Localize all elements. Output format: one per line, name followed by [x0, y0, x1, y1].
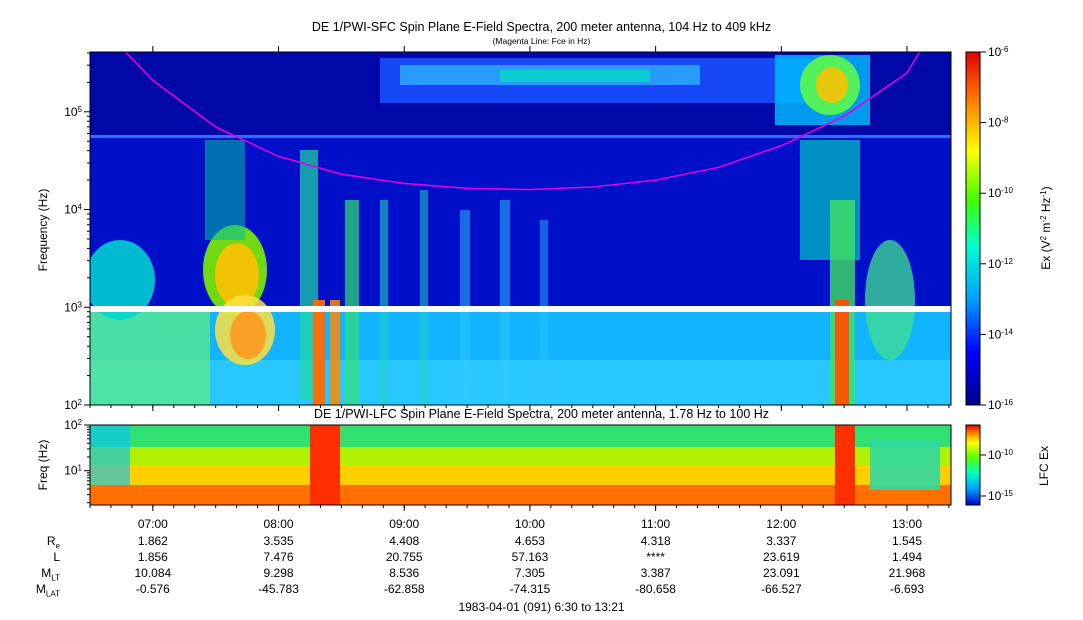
lfc-y-label: Freq (Hz) [36, 440, 50, 491]
time-tick-label: 09:00 [389, 517, 420, 531]
sfc-y-label: Frequency (Hz) [36, 189, 50, 272]
ephemeris-value: -0.576 [135, 582, 170, 596]
time-tick-label: 11:00 [641, 517, 671, 531]
sfc-y-tick-label: 102 [64, 398, 82, 413]
lfc-spectrogram [90, 425, 951, 505]
sfc-y-axis: 102 103 104 105 [64, 52, 90, 413]
sfc-spectrogram [90, 52, 951, 405]
time-tick-label: 12:00 [766, 517, 797, 531]
time-range-footer: 1983-04-01 (091) 6:30 to 13:21 [458, 600, 625, 614]
lfc-y-axis: 101 102 [64, 418, 90, 504]
ephemeris-value: -45.783 [258, 582, 299, 596]
sfc-colorbar-tick-label: 10-8 [988, 115, 1009, 130]
ephemeris-value: -62.858 [383, 582, 425, 596]
ephemeris-value: -6.693 [889, 582, 925, 596]
ephemeris-value: -66.527 [760, 582, 802, 596]
sfc-colorbar-tick-label: 10-16 [988, 398, 1013, 413]
ephemeris-value: -74.315 [509, 582, 551, 596]
ephemeris-value: 1.494 [891, 550, 923, 564]
ephemeris-value: 21.968 [888, 566, 926, 580]
lfc-colorbar [965, 424, 981, 506]
ephemeris-row-label: MLAT [35, 582, 60, 599]
lfc-y-tick-label: 101 [64, 463, 82, 478]
sfc-y-tick-label: 104 [64, 202, 82, 217]
time-tick-label: 08:00 [263, 517, 294, 531]
ephemeris-value: 4.653 [514, 534, 545, 548]
ephemeris-value: 1.862 [137, 534, 168, 548]
ephemeris-value: 8.536 [389, 566, 420, 580]
sfc-chart-title: DE 1/PWI-SFC Spin Plane E-Field Spectra,… [311, 20, 772, 34]
ephemeris-value: 57.163 [511, 550, 549, 564]
sfc-colorbar-tick-label: 10-14 [988, 327, 1013, 342]
ephemeris-value: 4.318 [640, 534, 671, 548]
time-tick-label: 07:00 [137, 517, 168, 531]
ephemeris-value: 20.755 [385, 550, 423, 564]
lfc-colorbar-tick-label: 10-10 [988, 448, 1013, 463]
time-axis [89, 46, 950, 511]
ephemeris-value: 23.091 [762, 566, 800, 580]
ephemeris-value: -80.658 [635, 582, 676, 596]
sfc-y-tick-label: 103 [64, 300, 82, 315]
sfc-colorbar-label: Ex (V2 m-2 Hz-1) [1039, 186, 1054, 269]
sfc-colorbar-tick-label: 10-6 [988, 45, 1009, 60]
ephemeris-value: 9.298 [263, 566, 294, 580]
ephemeris-value: 1.856 [137, 550, 168, 564]
ephemeris-value: **** [646, 550, 665, 564]
ephemeris-value: 3.337 [766, 534, 797, 548]
sfc-colorbar [965, 51, 981, 406]
ephemeris-value: 7.305 [514, 566, 545, 580]
ephemeris-value: 7.476 [263, 550, 294, 564]
lfc-colorbar-tick-label: 10-15 [988, 489, 1013, 504]
ephemeris-value: 1.545 [891, 534, 923, 548]
ephemeris-row-label: Re [46, 534, 60, 551]
ephemeris-value: 10.084 [134, 566, 172, 580]
time-tick-label: 10:00 [514, 517, 545, 531]
fce-line [125, 52, 921, 191]
lfc-y-tick-label: 102 [64, 418, 82, 433]
ephemeris-value: 4.408 [389, 534, 420, 548]
time-tick-label: 13:00 [891, 517, 923, 531]
lfc-colorbar-label: LFC Ex [1037, 446, 1051, 486]
sfc-colorbar-tick-label: 10-12 [988, 256, 1013, 271]
ephemeris-value: 23.619 [762, 550, 800, 564]
ephemeris-value: 3.535 [263, 534, 294, 548]
lfc-colorbar-ticks: 10-10 10-15 [980, 448, 1013, 504]
sfc-chart-subtitle: (Magenta Line: Fce in Hz) [492, 36, 591, 46]
ephemeris-row-label: L [53, 550, 60, 564]
ephemeris-row-label: MLT [41, 566, 60, 583]
sfc-y-tick-label: 105 [64, 104, 82, 119]
sfc-colorbar-tick-label: 10-10 [988, 186, 1013, 201]
sfc-colorbar-ticks: 10-6 10-8 10-10 10-12 10-14 10-16 [980, 45, 1013, 413]
ephemeris-value: 3.387 [640, 566, 671, 580]
